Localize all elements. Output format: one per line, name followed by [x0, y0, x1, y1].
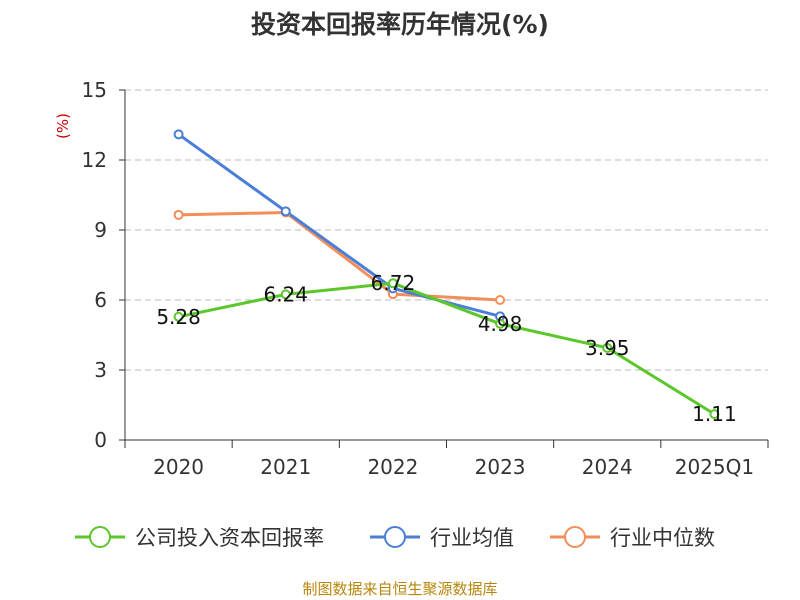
y-tick-label: 15 [82, 78, 107, 102]
data-point [280, 206, 291, 217]
grid-lines [125, 89, 768, 371]
data-point [173, 209, 184, 220]
x-tick-label: 2021 [260, 455, 311, 479]
data-point [280, 289, 291, 300]
series-line [178, 211, 501, 302]
data-label: 3.95 [585, 336, 630, 360]
chart-title: 投资本回报率历年情况(%) [251, 10, 549, 39]
x-tick-label: 2023 [475, 455, 526, 479]
data-point [602, 342, 613, 353]
y-axis-label: (%) [54, 113, 72, 139]
data-label: 1.11 [692, 402, 737, 426]
x-tick-label: 2024 [582, 455, 633, 479]
series-lines [177, 133, 716, 416]
x-tick-label: 2020 [153, 455, 204, 479]
legend-item[interactable]: 行业中位数 [550, 526, 715, 550]
data-point [495, 318, 506, 329]
legend-marker [564, 526, 586, 548]
legend-label: 公司投入资本回报率 [135, 526, 324, 550]
data-label: 5.28 [156, 305, 201, 329]
legend-marker [89, 526, 111, 548]
legend-label: 行业中位数 [610, 526, 715, 550]
legend-marker [384, 526, 406, 548]
legend-item[interactable]: 公司投入资本回报率 [75, 526, 324, 550]
data-label: 4.98 [478, 312, 523, 336]
y-tick-label: 0 [94, 428, 107, 452]
legend-item[interactable]: 行业均值 [370, 526, 514, 550]
data-label: 6.72 [371, 271, 416, 295]
series-line [178, 281, 716, 416]
data-point [173, 129, 184, 140]
data-point [387, 278, 398, 289]
data-point [709, 409, 720, 420]
x-tick-label: 2022 [367, 455, 418, 479]
series-points [173, 129, 720, 420]
y-tick-label: 9 [94, 218, 107, 242]
data-label: 6.24 [263, 282, 308, 306]
data-labels: 5.28 6.24 6.72 4.98 3.95 1.11 [156, 271, 736, 426]
legend-label: 行业均值 [430, 526, 514, 550]
data-point [495, 295, 506, 305]
data-point [173, 311, 184, 322]
y-tick-label: 3 [94, 358, 107, 382]
x-tick-label: 2025Q1 [675, 455, 754, 479]
legend[interactable]: 公司投入资本回报率 行业均值 行业中位数 [75, 526, 715, 550]
source-note: 制图数据来自恒生聚源数据库 [302, 580, 497, 598]
y-tick-label: 6 [94, 288, 107, 312]
axes: 0 3 6 9 12 15 2020 2021 2022 2023 2024 2025Q1 [82, 78, 769, 479]
y-tick-label: 12 [82, 148, 107, 172]
